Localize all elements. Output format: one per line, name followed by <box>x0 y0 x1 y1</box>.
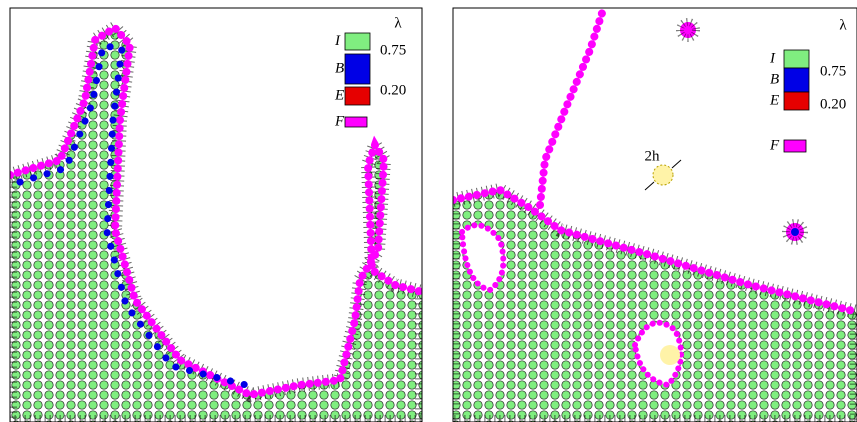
legend-threshold: 0.75 <box>820 63 846 79</box>
legend-swatch <box>344 86 371 106</box>
legend-swatch <box>783 139 807 153</box>
legend-swatch <box>783 67 810 93</box>
legend-label: E <box>769 92 779 108</box>
legend-threshold: 0.20 <box>820 96 846 112</box>
legend-label: E <box>334 87 344 103</box>
legend-swatch <box>783 91 810 111</box>
legend-title: λ <box>839 17 847 33</box>
legend-label: I <box>769 50 776 66</box>
legend-threshold: 0.75 <box>380 42 406 58</box>
legend-label: B <box>770 71 779 87</box>
legend-label: I <box>334 33 341 49</box>
legend-threshold: 0.20 <box>380 82 406 98</box>
legend-swatch <box>783 49 810 69</box>
panel-1-frame <box>9 7 423 422</box>
legend-label: B <box>335 60 344 76</box>
annotation: 2h <box>645 148 661 164</box>
legend-label: F <box>769 137 780 153</box>
legend-label: F <box>334 113 345 129</box>
legend-title: λ <box>394 15 402 31</box>
panel-2-frame <box>452 7 857 422</box>
legend-swatch <box>344 53 371 85</box>
legend-swatch <box>344 32 371 51</box>
legend-swatch <box>344 116 368 128</box>
